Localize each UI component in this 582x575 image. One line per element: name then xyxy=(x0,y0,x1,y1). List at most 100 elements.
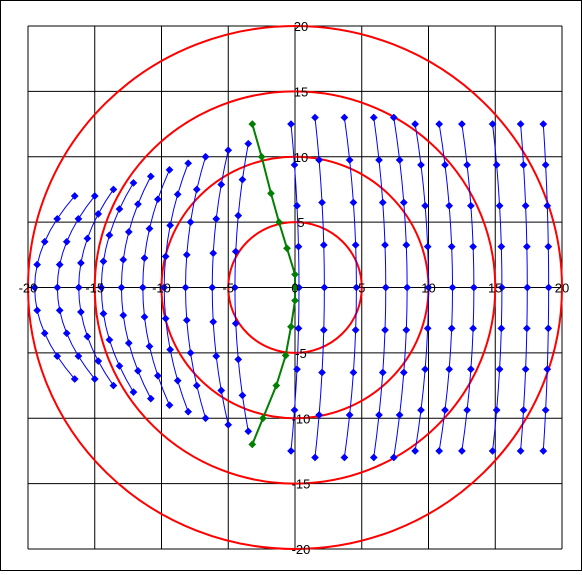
field-point xyxy=(62,329,71,338)
field-point xyxy=(230,283,239,292)
field-point xyxy=(212,352,221,361)
field-point xyxy=(212,214,221,223)
field-point xyxy=(55,306,64,315)
field-point xyxy=(349,198,358,207)
field-point xyxy=(99,309,108,318)
field-point xyxy=(287,446,295,455)
field-line xyxy=(287,120,303,455)
field-point xyxy=(83,332,92,341)
field-point xyxy=(53,214,62,223)
field-point xyxy=(74,283,83,292)
field-point xyxy=(469,283,478,292)
field-point xyxy=(311,453,319,462)
range-circle xyxy=(93,90,497,485)
field-point xyxy=(345,411,354,419)
field-point xyxy=(30,283,39,292)
field-point xyxy=(445,365,454,374)
field-point xyxy=(55,260,64,269)
field-point xyxy=(134,366,142,375)
field-point xyxy=(74,352,83,361)
x-tick-label: 5 xyxy=(358,281,365,296)
field-line xyxy=(389,113,412,462)
field-point xyxy=(293,201,301,210)
central-point xyxy=(291,270,299,279)
field-point xyxy=(402,326,411,334)
field-point xyxy=(160,283,169,292)
field-point xyxy=(423,324,432,333)
field-point xyxy=(351,326,360,334)
field-point xyxy=(231,247,240,256)
field-point xyxy=(320,283,329,292)
field-point xyxy=(76,259,85,267)
field-point xyxy=(153,371,162,380)
field-point xyxy=(381,241,389,249)
central-point xyxy=(281,351,290,360)
field-point xyxy=(389,453,398,462)
y-tick-label: -20 xyxy=(292,542,311,557)
field-line xyxy=(160,159,193,416)
field-point xyxy=(448,283,457,292)
field-point xyxy=(173,376,182,385)
field-point xyxy=(463,406,472,415)
field-point xyxy=(521,201,530,210)
field-point xyxy=(140,254,149,263)
field-point xyxy=(399,368,408,377)
central-point xyxy=(275,218,283,227)
field-point xyxy=(209,249,218,258)
central-point xyxy=(287,322,295,331)
field-point xyxy=(146,394,155,403)
field-line xyxy=(369,113,390,462)
field-point xyxy=(319,241,328,249)
field-point xyxy=(182,250,191,259)
field-point xyxy=(109,381,118,390)
field-point xyxy=(62,237,71,246)
field-point xyxy=(369,113,378,122)
y-tick-label: -10 xyxy=(292,411,311,426)
x-tick-label: 15 xyxy=(488,281,502,296)
field-point xyxy=(184,407,193,416)
field-line xyxy=(457,120,478,455)
x-tick-label: 10 xyxy=(421,281,435,296)
field-point xyxy=(181,283,190,292)
field-line xyxy=(516,120,532,455)
field-point xyxy=(424,283,433,292)
field-point xyxy=(402,241,411,249)
field-point xyxy=(94,357,103,366)
central-point xyxy=(248,440,257,449)
field-point xyxy=(539,446,548,455)
field-point xyxy=(469,324,478,333)
field-point xyxy=(521,365,530,374)
field-point xyxy=(234,211,243,220)
field-point xyxy=(311,113,319,122)
field-point xyxy=(140,312,149,321)
field-point xyxy=(146,172,155,181)
x-tick-label: -20 xyxy=(19,281,38,296)
field-point xyxy=(134,200,142,209)
field-point xyxy=(74,214,83,223)
tick-labels: -20 -15 -10 -5 0 5 10 15 20 20 15 10 5 -5 -10 -15 -20 xyxy=(19,19,570,557)
field-point xyxy=(217,180,226,189)
field-point xyxy=(165,401,174,410)
field-point xyxy=(466,365,475,374)
field-point xyxy=(129,388,138,397)
field-point xyxy=(173,190,182,199)
field-point xyxy=(105,335,114,344)
field-point xyxy=(544,283,553,292)
field-point xyxy=(375,411,383,419)
field-point xyxy=(90,375,99,383)
field-point xyxy=(293,365,301,374)
field-point xyxy=(105,231,114,240)
field-line xyxy=(208,146,233,429)
field-point xyxy=(519,160,528,169)
field-point xyxy=(352,283,361,292)
field-line xyxy=(97,178,138,397)
field-point xyxy=(421,201,430,210)
field-point xyxy=(234,355,243,364)
central-point xyxy=(248,120,257,129)
field-point xyxy=(40,329,49,338)
field-line xyxy=(53,192,99,383)
field-point xyxy=(381,326,389,334)
field-point xyxy=(208,283,217,292)
field-point xyxy=(290,160,299,169)
